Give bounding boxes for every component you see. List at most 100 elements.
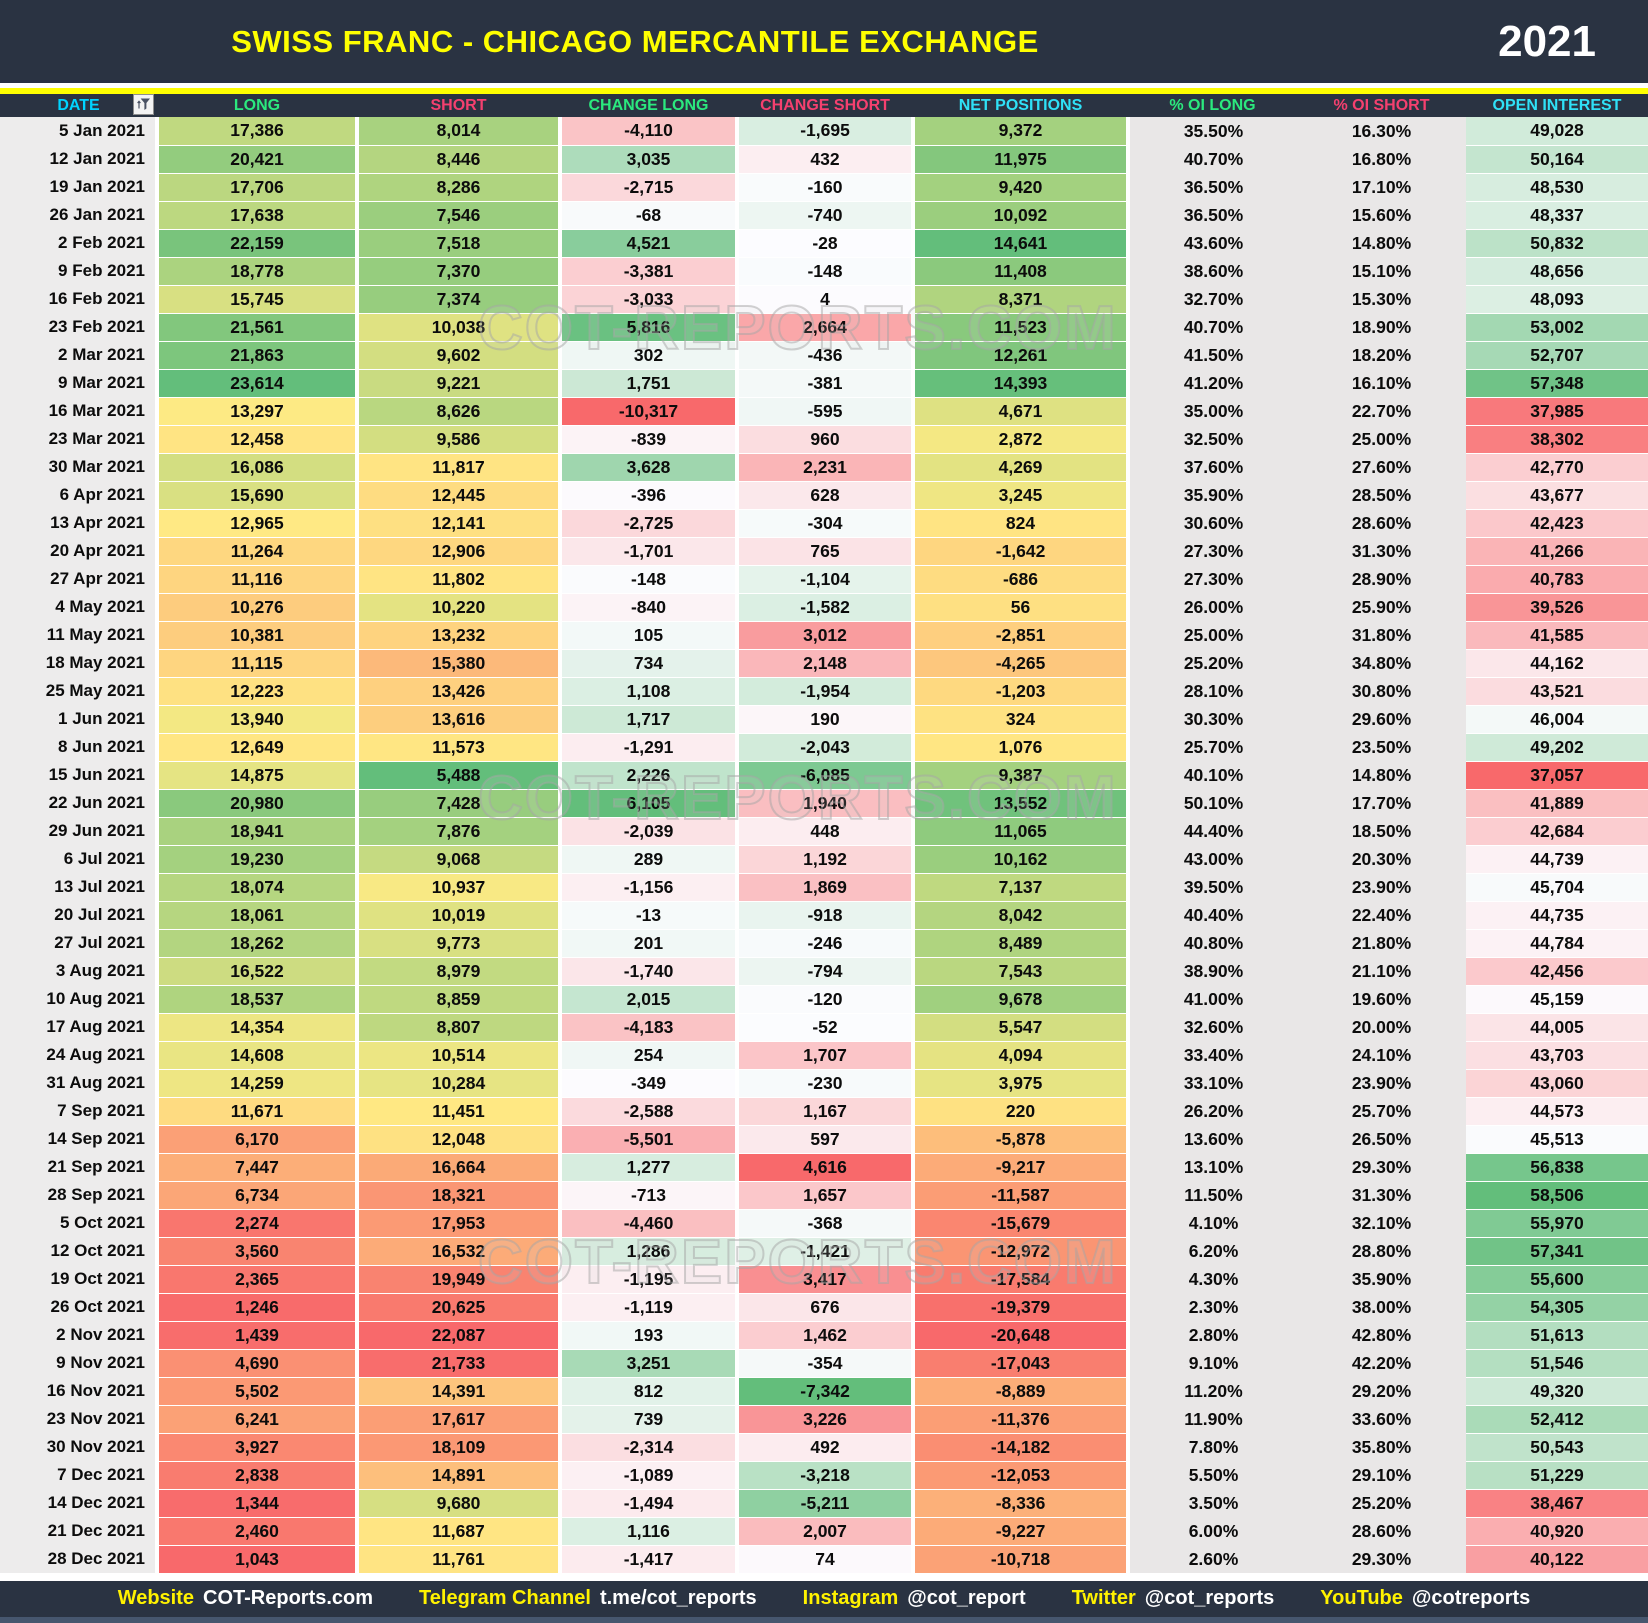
cell-date: 29 Jun 2021 — [0, 817, 159, 845]
cell-short: 11,817 — [357, 453, 562, 482]
table-row: 26 Jan 2021 17,638 7,546 -68 -740 10,092 36.50… — [0, 201, 1648, 230]
cell-change_long: 201 — [560, 929, 739, 958]
table-row: 3 Aug 2021 16,522 8,979 -1,740 -794 7,543 38.9… — [0, 957, 1648, 986]
cell-change_short: 4,616 — [737, 1153, 915, 1182]
cell-oi_long: 30.30% — [1128, 705, 1297, 733]
table-row: 10 Aug 2021 18,537 8,859 2,015 -120 9,678 41.0… — [0, 985, 1648, 1014]
cell-long: 19,230 — [157, 845, 359, 874]
cell-date: 2 Mar 2021 — [0, 341, 159, 369]
cell-date: 14 Sep 2021 — [0, 1125, 159, 1153]
cell-net: 9,387 — [913, 761, 1130, 790]
cell-oi_short: 38.00% — [1297, 1293, 1466, 1321]
footer-label: Instagram — [802, 1587, 899, 1609]
table-row: 13 Jul 2021 18,074 10,937 -1,156 1,869 7,137 3… — [0, 873, 1648, 902]
cell-net: -19,379 — [913, 1293, 1130, 1322]
cell-date: 23 Nov 2021 — [0, 1405, 159, 1433]
cell-oi_long: 27.30% — [1128, 565, 1297, 593]
cell-open_interest: 45,159 — [1466, 985, 1648, 1014]
footer-item-telegram-channel[interactable]: Telegram Channel t.me/cot_reports — [419, 1587, 757, 1610]
cell-change_short: 1,707 — [737, 1041, 915, 1070]
cell-long: 13,940 — [157, 705, 359, 734]
footer-item-twitter[interactable]: Twitter @cot_reports — [1072, 1587, 1275, 1610]
cell-short: 11,573 — [357, 733, 562, 762]
footer-item-website[interactable]: Website COT-Reports.com — [118, 1587, 373, 1610]
cell-net: 8,042 — [913, 901, 1130, 930]
col-header-label-oi_long: % OI LONG — [1169, 96, 1256, 114]
cell-open_interest: 41,585 — [1466, 621, 1648, 650]
cell-date: 16 Feb 2021 — [0, 285, 159, 313]
cell-long: 4,690 — [157, 1349, 359, 1378]
cell-net: 14,641 — [913, 229, 1130, 258]
cell-change_short: -3,218 — [737, 1461, 915, 1490]
cell-date: 9 Feb 2021 — [0, 257, 159, 285]
cell-short: 19,949 — [357, 1265, 562, 1294]
cell-long: 12,458 — [157, 425, 359, 454]
cell-open_interest: 40,122 — [1466, 1545, 1648, 1574]
col-header-label-change_short: CHANGE SHORT — [760, 96, 890, 114]
cell-oi_short: 31.30% — [1297, 537, 1466, 565]
footer-value: @cot_report — [907, 1587, 1026, 1609]
cell-open_interest: 58,506 — [1466, 1181, 1648, 1210]
cell-change_short: -436 — [737, 341, 915, 370]
footer-item-instagram[interactable]: Instagram @cot_report — [803, 1587, 1026, 1610]
cell-oi_long: 32.70% — [1128, 285, 1297, 313]
cell-change_short: -6,085 — [737, 761, 915, 790]
cell-change_short: -230 — [737, 1069, 915, 1098]
cell-open_interest: 51,613 — [1466, 1321, 1648, 1350]
cell-short: 13,616 — [357, 705, 562, 734]
cell-date: 10 Aug 2021 — [0, 985, 159, 1013]
cell-short: 16,532 — [357, 1237, 562, 1266]
cell-long: 10,276 — [157, 593, 359, 622]
cell-long: 14,608 — [157, 1041, 359, 1070]
cell-net: -20,648 — [913, 1321, 1130, 1350]
table-row: 17 Aug 2021 14,354 8,807 -4,183 -52 5,547 32.6… — [0, 1013, 1648, 1042]
cell-oi_long: 41.20% — [1128, 369, 1297, 397]
filter-icon[interactable] — [133, 94, 154, 115]
cell-short: 22,087 — [357, 1321, 562, 1350]
cell-oi_long: 7.80% — [1128, 1433, 1297, 1461]
cell-change_short: 74 — [737, 1545, 915, 1574]
cell-oi_long: 38.60% — [1128, 257, 1297, 285]
cell-short: 13,232 — [357, 621, 562, 650]
col-header-label-date: DATE — [57, 96, 100, 114]
cell-net: 11,975 — [913, 145, 1130, 174]
cell-change_short: 1,940 — [737, 789, 915, 818]
cell-oi_long: 11.20% — [1128, 1377, 1297, 1405]
cell-long: 18,537 — [157, 985, 359, 1014]
cell-long: 20,421 — [157, 145, 359, 174]
cell-net: -12,972 — [913, 1237, 1130, 1266]
cell-short: 18,321 — [357, 1181, 562, 1210]
cell-short: 8,286 — [357, 173, 562, 202]
cell-short: 13,426 — [357, 677, 562, 706]
cell-net: -2,851 — [913, 621, 1130, 650]
col-header-label-long: LONG — [233, 96, 281, 114]
cell-date: 24 Aug 2021 — [0, 1041, 159, 1069]
cell-short: 10,220 — [357, 593, 562, 622]
cell-change_short: -1,695 — [737, 117, 915, 146]
cell-oi_long: 40.40% — [1128, 901, 1297, 929]
cell-short: 7,518 — [357, 229, 562, 258]
cell-oi_short: 19.60% — [1297, 985, 1466, 1013]
cell-net: -686 — [913, 565, 1130, 594]
cell-net: -15,679 — [913, 1209, 1130, 1238]
cell-short: 9,221 — [357, 369, 562, 398]
cell-short: 12,141 — [357, 509, 562, 538]
cell-net: 10,092 — [913, 201, 1130, 230]
cell-date: 17 Aug 2021 — [0, 1013, 159, 1041]
cell-long: 1,344 — [157, 1489, 359, 1518]
cell-date: 9 Nov 2021 — [0, 1349, 159, 1377]
cell-short: 7,546 — [357, 201, 562, 230]
cell-date: 15 Jun 2021 — [0, 761, 159, 789]
cell-date: 28 Dec 2021 — [0, 1545, 159, 1573]
cell-long: 18,262 — [157, 929, 359, 958]
footer-item-youtube[interactable]: YouTube @cotreports — [1320, 1587, 1530, 1610]
cell-oi_short: 17.10% — [1297, 173, 1466, 201]
cell-date: 4 May 2021 — [0, 593, 159, 621]
cell-open_interest: 41,889 — [1466, 789, 1648, 818]
cell-net: -11,376 — [913, 1405, 1130, 1434]
cell-open_interest: 48,093 — [1466, 285, 1648, 314]
cell-net: 12,261 — [913, 341, 1130, 370]
cell-short: 7,374 — [357, 285, 562, 314]
cell-oi_long: 41.00% — [1128, 985, 1297, 1013]
cell-change_long: 105 — [560, 621, 739, 650]
